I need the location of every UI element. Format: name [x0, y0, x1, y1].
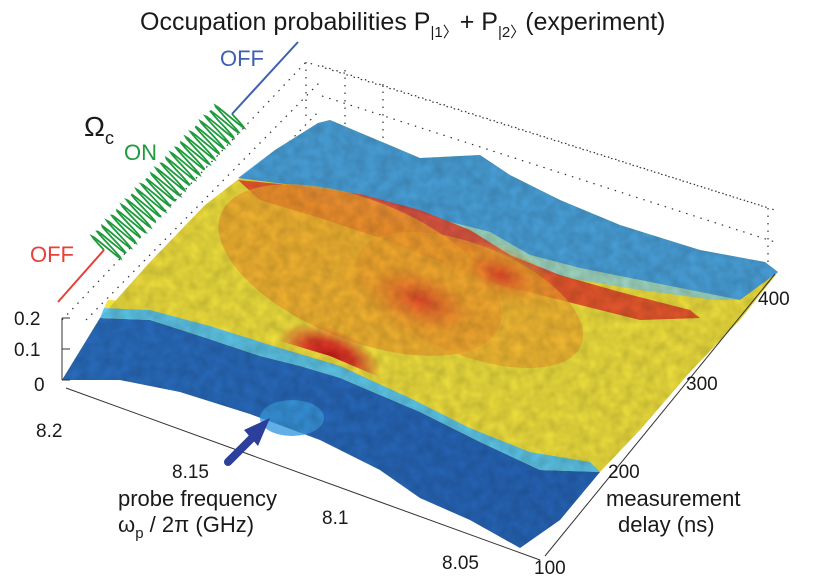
pulse-off-before: [57, 249, 105, 303]
x-axis-label-line1: probe frequency: [118, 486, 277, 511]
x-tick-8.15: 8.15: [172, 462, 209, 483]
pulse-off-after: [231, 41, 299, 115]
x-tick-8.1: 8.1: [322, 508, 348, 529]
x-axis: 8.2 8.15 8.1 8.05 probe frequency ωp / 2…: [36, 387, 541, 574]
pulse-off-after-label: OFF: [220, 46, 264, 71]
chart-title: Occupation probabilities P|1〉+ P|2〉(expe…: [140, 8, 666, 41]
z-axis: 0.2 0.1 0: [14, 309, 70, 396]
y-tick-300: 300: [686, 374, 718, 395]
surface: [62, 120, 778, 548]
probe-arrow: [224, 418, 270, 466]
pulse-off-before-label: OFF: [30, 242, 74, 267]
z-tick-0: 0: [34, 375, 45, 396]
y-tick-100: 100: [534, 558, 566, 577]
z-tick-0.2: 0.2: [14, 309, 40, 330]
y-axis-label-line2: delay (ns): [618, 512, 715, 537]
y-tick-400: 400: [758, 289, 790, 310]
y-axis: 100 200 300 400 measurement delay (ns): [534, 273, 790, 577]
box-grid: [61, 61, 776, 353]
x-axis-label-line2: ωp / 2π (GHz): [118, 512, 254, 542]
x-tick-8.2: 8.2: [36, 421, 62, 442]
y-tick-200: 200: [608, 462, 640, 483]
x-tick-8.05: 8.05: [442, 553, 479, 574]
y-axis-label-line1: measurement: [606, 486, 741, 511]
surface-texture: [62, 120, 778, 548]
pulse-on-label: ON: [124, 140, 157, 165]
pulse-on-oscillation: [89, 103, 247, 261]
omega-c-label: Ωc: [84, 111, 114, 148]
z-tick-0.1: 0.1: [14, 340, 40, 361]
control-pulse: Ωc ON OFF OFF: [30, 41, 299, 303]
